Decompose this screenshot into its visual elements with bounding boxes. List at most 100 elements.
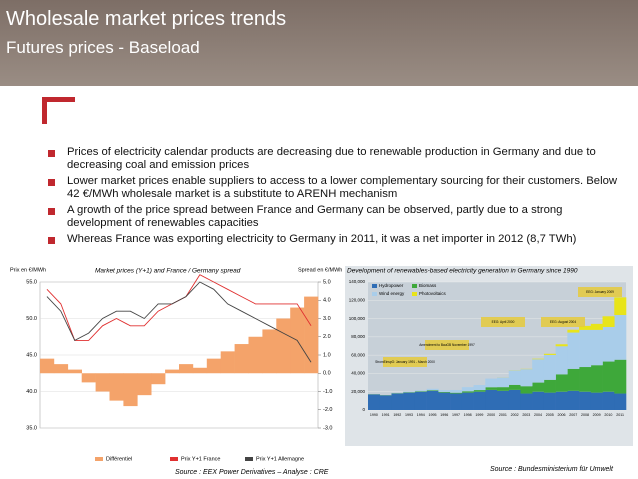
legend-swatch (372, 284, 377, 288)
area-segment (567, 368, 580, 391)
area-segment (485, 378, 498, 388)
area-segment (543, 392, 556, 410)
area-segment (368, 394, 381, 410)
spread-bar (276, 318, 291, 374)
y-tick-label: 60,000 (351, 352, 365, 357)
area-segment (555, 391, 568, 410)
area-segment (497, 390, 510, 410)
area-segment (532, 391, 545, 410)
y-tick-label: 80,000 (351, 334, 365, 339)
x-tick-label: 1999 (475, 413, 483, 417)
x-tick-label: 1991 (382, 413, 390, 417)
area-segment (438, 391, 451, 393)
y-tick-label: 40.0 (26, 389, 37, 395)
area-segment (567, 329, 580, 333)
area-segment (473, 390, 486, 392)
area-segment (543, 379, 556, 393)
y-tick-label: 140,000 (349, 279, 366, 284)
area-segment (602, 391, 615, 410)
y2-tick-label: -2.0 (323, 407, 332, 413)
area-segment (461, 392, 474, 410)
area-segment (508, 384, 521, 390)
legend-label: Photovoltaics (419, 291, 447, 296)
y2-tick-label: 2.0 (323, 334, 331, 340)
spread-bar (179, 364, 194, 374)
spread-bar (81, 373, 96, 383)
y2-tick-label: 4.0 (323, 298, 331, 304)
y2-tick-label: 1.0 (323, 352, 331, 358)
chart-title: Market prices (Y+1) and France / Germany… (95, 268, 241, 275)
annotation: Amendment to BauGB November 1997 (419, 343, 475, 347)
area-segment (602, 326, 615, 362)
area-segment (497, 377, 510, 388)
legend-label: Wind energy (379, 291, 405, 296)
x-tick-label: 1994 (417, 413, 425, 417)
x-tick-label: 2009 (593, 413, 601, 417)
spread-bar (234, 344, 249, 374)
legend-swatch (412, 292, 417, 296)
legend-swatch (95, 457, 103, 461)
area-segment (485, 387, 498, 390)
legend-swatch (372, 292, 377, 296)
area-segment (555, 346, 568, 375)
area-segment (497, 387, 510, 391)
area-segment (520, 386, 533, 394)
source: Source : Bundesministerium für Umwelt (490, 466, 614, 473)
annotation-box (383, 357, 427, 367)
spread-bar (40, 358, 55, 374)
x-tick-label: 2010 (604, 413, 612, 417)
area-segment (614, 297, 627, 316)
area-segment (602, 361, 615, 392)
spread-bar (304, 296, 319, 374)
area-segment (614, 393, 627, 410)
area-segment (403, 392, 416, 410)
annotation-box (481, 317, 525, 327)
legend-swatch (170, 457, 178, 461)
area-segment (426, 390, 439, 410)
y2-tick-label: -3.0 (323, 425, 332, 431)
y2-tick-label: 0.0 (323, 371, 331, 377)
x-tick-label: 1998 (464, 413, 472, 417)
annotation: EEG: April 2000 (492, 320, 515, 324)
annotation: EEG: January 2009 (586, 290, 614, 294)
annotation-box (541, 317, 585, 327)
y-tick-label: 100,000 (349, 316, 366, 321)
x-tick-label: 1990 (370, 413, 378, 417)
x-tick-label: 2004 (534, 413, 542, 417)
area-segment (555, 344, 568, 347)
x-tick-label: 2003 (522, 413, 530, 417)
bullet-icon (48, 208, 55, 215)
x-tick-label: 2000 (487, 413, 495, 417)
area-segment (590, 323, 603, 330)
area-segment (403, 391, 416, 393)
bullet: Lower market prices enable suppliers to … (67, 175, 618, 200)
area-segment (590, 392, 603, 410)
area-segment (485, 389, 498, 410)
area-segment (579, 367, 592, 392)
x-tick-label: 2008 (581, 413, 589, 417)
bracket (42, 97, 75, 124)
chart-title: Development of renewables-based electric… (347, 268, 578, 275)
x-tick-label: 1996 (440, 413, 448, 417)
area-segment (590, 365, 603, 393)
legend-swatch (412, 284, 417, 288)
price-line (46, 281, 312, 363)
area-segment (567, 332, 580, 369)
area-segment (590, 329, 603, 366)
area-segment (414, 390, 427, 392)
x-tick-label: 1992 (393, 413, 401, 417)
bullet: Prices of electricity calendar products … (67, 146, 596, 171)
legend-label: Prix Y+1 Allemagne (256, 456, 304, 462)
annotation: StromEinspG: January 1991 - March 2000 (375, 360, 435, 364)
bullet-icon (48, 237, 55, 244)
y-tick-label: 120,000 (349, 297, 366, 302)
area-segment (508, 389, 521, 410)
spread-bar (53, 364, 69, 374)
annotation-box (425, 340, 469, 350)
x-tick-label: 2007 (569, 413, 577, 417)
area-segment (543, 354, 556, 380)
area-segment (579, 329, 592, 368)
y2-tick-label: -1.0 (323, 389, 332, 395)
y-tick-label: 40,000 (351, 371, 365, 376)
